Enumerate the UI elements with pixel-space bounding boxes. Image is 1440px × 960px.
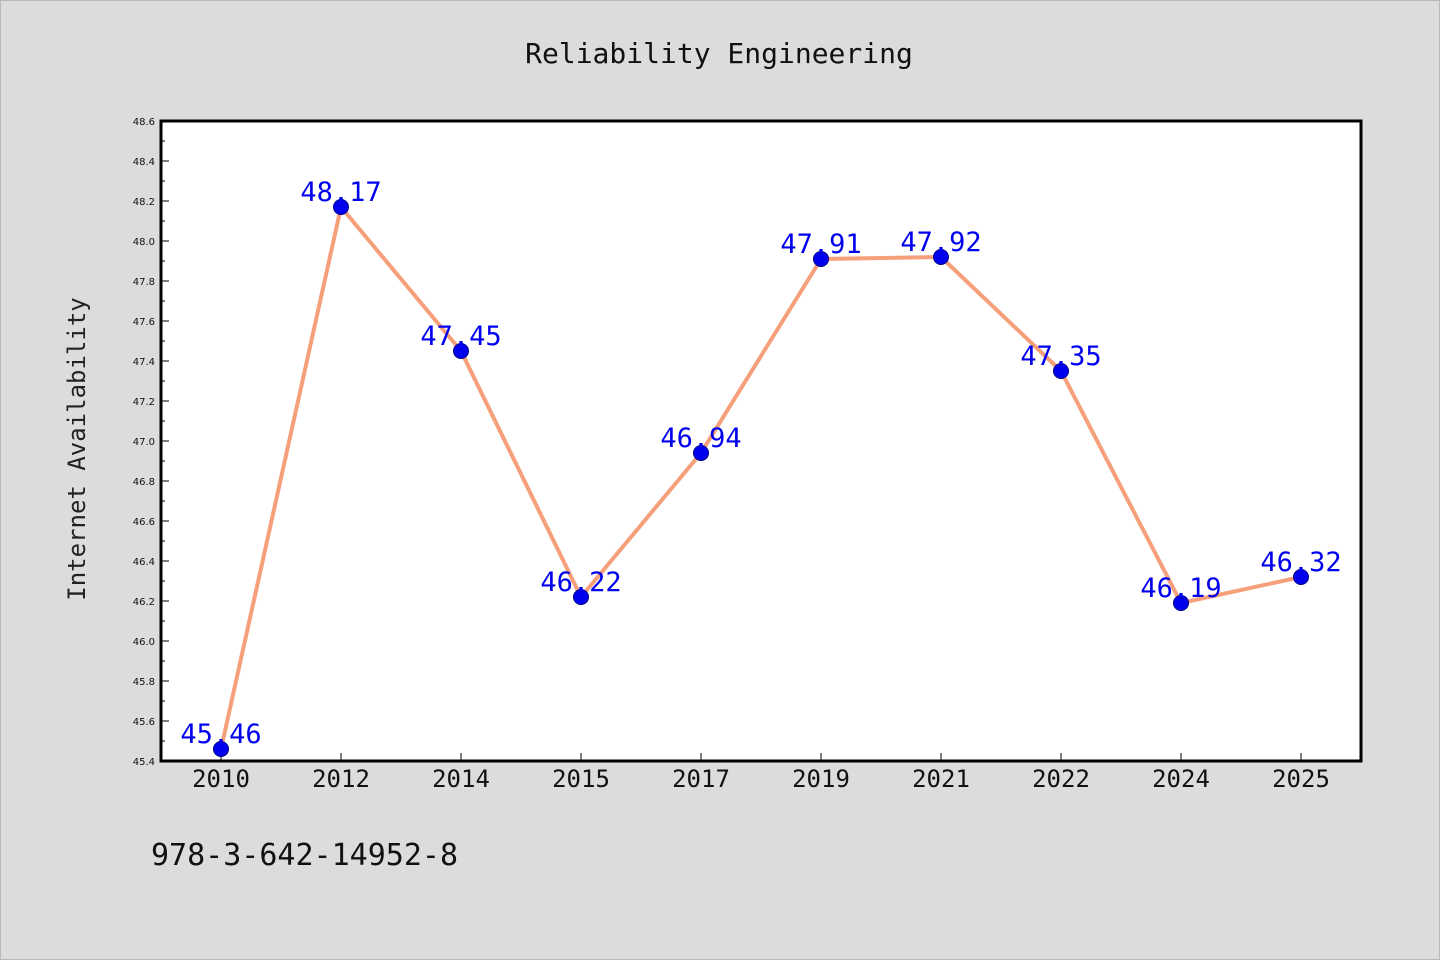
- data-label: 47.91: [780, 229, 861, 260]
- x-tick-label: 2015: [552, 765, 610, 793]
- data-labels: 45.46 48.17 47.45 46.22 46.94 47.91 47.92 47.35…: [180, 177, 1341, 750]
- data-label: 47.35: [1020, 341, 1101, 372]
- y-axis: 45.4 45.6 45.8 46.0 46.2 46.4 46.6 46.8 47.0 47.2…: [133, 117, 169, 768]
- y-tick-label: 46.6: [133, 517, 155, 528]
- y-tick-label: 45.6: [133, 717, 155, 728]
- data-point: [693, 445, 709, 461]
- x-axis: 2010 2012 2014 2015 2017 2019 2021 2022 2024 2025: [192, 753, 1330, 793]
- data-point: [453, 343, 469, 359]
- data-point: [813, 251, 829, 267]
- y-tick-label: 46.2: [133, 597, 155, 608]
- y-tick-label: 48.4: [133, 157, 155, 168]
- x-tick-label: 2010: [192, 765, 250, 793]
- y-tick-label: 48.0: [133, 237, 155, 248]
- x-tick-label: 2019: [792, 765, 850, 793]
- data-point: [933, 249, 949, 265]
- chart-title: Reliability Engineering: [525, 37, 913, 70]
- data-label: 48.17: [300, 177, 381, 208]
- x-tick-label: 2012: [312, 765, 370, 793]
- data-label: 46.94: [660, 423, 741, 454]
- data-label: 47.92: [900, 227, 981, 258]
- footnote-isbn: 978-3-642-14952-8: [151, 838, 458, 873]
- x-tick-label: 2021: [912, 765, 970, 793]
- y-tick-label: 48.2: [133, 197, 155, 208]
- data-point: [1173, 595, 1189, 611]
- data-label: 46.19: [1140, 573, 1221, 604]
- x-tick-label: 2017: [672, 765, 730, 793]
- x-tick-label: 2022: [1032, 765, 1090, 793]
- y-tick-label: 45.8: [133, 677, 155, 688]
- plot-area: [161, 121, 1361, 761]
- y-tick-label: 46.4: [133, 557, 155, 568]
- series-line: [219, 205, 1302, 750]
- data-label: 45.46: [180, 719, 261, 750]
- y-tick-label: 47.0: [133, 437, 155, 448]
- data-label: 46.32: [1260, 547, 1341, 578]
- plot-frame: [159, 119, 1363, 763]
- y-tick-label: 47.8: [133, 277, 155, 288]
- y-tick-label: 46.0: [133, 637, 155, 648]
- y-tick-label: 45.4: [133, 757, 155, 768]
- data-label: 47.45: [420, 321, 501, 352]
- y-tick-label: 47.6: [133, 317, 155, 328]
- x-tick-label: 2024: [1152, 765, 1210, 793]
- data-point: [1053, 363, 1069, 379]
- data-label: 46.22: [540, 567, 621, 598]
- y-axis-label: Internet Availability: [63, 297, 91, 600]
- y-tick-label: 48.6: [133, 117, 155, 128]
- data-point: [213, 741, 229, 757]
- data-point: [573, 589, 589, 605]
- y-tick-label: 46.8: [133, 477, 155, 488]
- y-tick-label: 47.2: [133, 397, 155, 408]
- data-point: [1293, 569, 1309, 585]
- data-point: [333, 199, 349, 215]
- data-markers: [213, 199, 1309, 757]
- y-tick-label: 47.4: [133, 357, 155, 368]
- x-tick-label: 2025: [1272, 765, 1330, 793]
- x-tick-label: 2014: [432, 765, 490, 793]
